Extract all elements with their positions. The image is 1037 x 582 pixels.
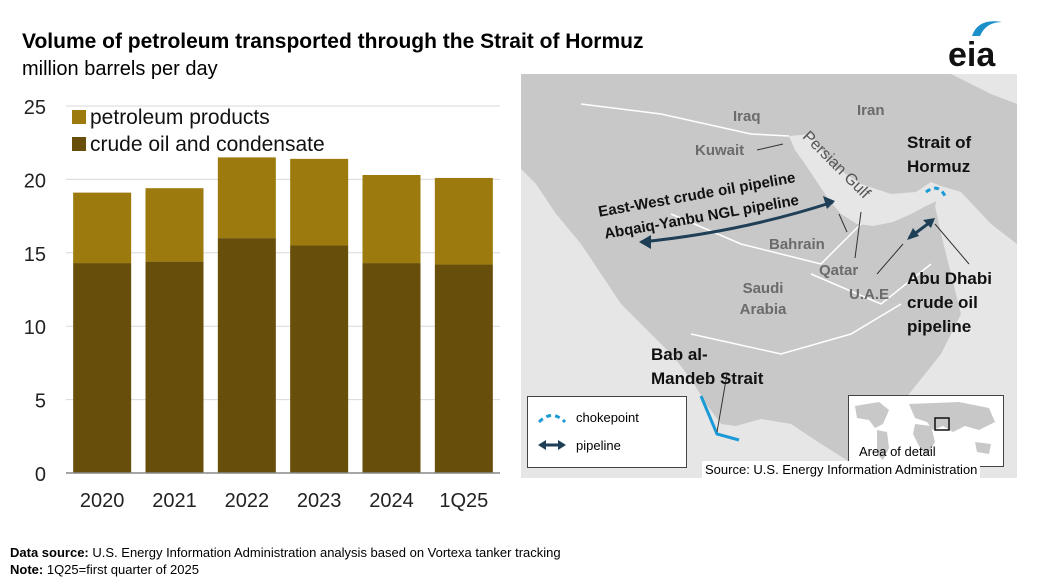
persian-gulf-water	[789, 134, 941, 226]
map-label-bahrain: Bahrain	[769, 236, 825, 253]
inset-label: Area of detail	[859, 444, 936, 459]
logo-text: eia	[948, 36, 996, 72]
bar-segment	[290, 158, 349, 246]
x-tick-label: 2024	[369, 490, 414, 512]
y-tick-label: 5	[35, 391, 46, 413]
hormuz-chokepoint-icon	[925, 186, 948, 199]
y-tick-label: 0	[35, 464, 46, 486]
footer-note: Note: 1Q25=first quarter of 2025	[10, 562, 199, 577]
x-tick-label: 2020	[80, 490, 125, 512]
map-label-iraq: Iraq	[733, 108, 761, 125]
bar-segment	[434, 264, 493, 473]
mandeb-label-line2: Mandeb Strait	[651, 369, 764, 388]
map-water-top	[951, 74, 1017, 104]
pipeline-arrow-east-icon	[823, 196, 835, 209]
strait-hormuz-label-line2: Hormuz	[907, 157, 971, 176]
x-tick-label: 2023	[297, 490, 342, 512]
bar-segment	[73, 192, 132, 264]
x-tick-label: 2021	[152, 490, 197, 512]
map-borders	[580, 103, 932, 355]
red-sea-water	[521, 169, 721, 434]
bar-segment	[362, 174, 421, 264]
chart-subtitle: million barrels per day	[22, 58, 218, 80]
bar-chart: 0 5 10 15 20 25 2020 2021 2022 2023 2024 1Q25 petrol…	[24, 97, 500, 512]
eia-logo: eia	[948, 21, 1002, 72]
east-west-pipeline-icon	[640, 200, 834, 244]
footer-data-source: Data source: U.S. Energy Information Adm…	[10, 545, 561, 560]
legend-swatch	[72, 137, 86, 151]
map-label-uae: U.A.E	[849, 286, 890, 303]
map-leader-lines	[716, 143, 970, 433]
bar-segment	[217, 157, 276, 239]
bar-segment	[290, 245, 349, 473]
map-legend: chokepoint pipeline	[527, 396, 687, 468]
bar-segment	[145, 188, 204, 262]
map-label-kuwait: Kuwait	[695, 142, 745, 159]
map-panel: Iraq Iran Kuwait Bahrain Qatar U.A.E Sau…	[521, 74, 1017, 478]
abu-dhabi-arrow2-icon	[923, 218, 935, 228]
legend-chokepoint-label: chokepoint	[576, 409, 639, 425]
inset-world-map: Area of detail	[848, 395, 1004, 467]
map-label-qatar: Qatar	[819, 262, 859, 279]
x-tick-label: 2022	[225, 490, 270, 512]
bar-segment	[73, 263, 132, 473]
x-tick-label: 1Q25	[439, 490, 488, 512]
mandeb-label-line1: Bab al-	[651, 345, 708, 364]
y-tick-label: 10	[24, 317, 46, 339]
footer-note-text: 1Q25=first quarter of 2025	[46, 562, 199, 577]
legend-row-chokepoint: chokepoint	[536, 409, 639, 425]
legend-label: crude oil and condensate	[90, 133, 325, 156]
abu-dhabi-label-line2: crude oil	[907, 293, 978, 312]
pipeline-legend-icon	[538, 440, 566, 450]
abu-dhabi-label-line1: Abu Dhabi	[907, 269, 992, 288]
bar-segment	[145, 261, 204, 473]
footer-data-source-label: Data source:	[10, 545, 89, 560]
footer-data-source-text: U.S. Energy Information Administration a…	[92, 545, 561, 560]
bar-segment	[362, 263, 421, 473]
map-source: Source: U.S. Energy Information Administ…	[702, 461, 981, 478]
bar-segment	[434, 177, 493, 265]
legend-label: petroleum products	[90, 106, 270, 129]
y-tick-label: 20	[24, 170, 46, 192]
y-tick-label: 25	[24, 97, 46, 119]
chart-title: Volume of petroleum transported through …	[22, 30, 644, 53]
y-tick-label: 15	[24, 244, 46, 266]
abu-dhabi-label-line3: pipeline	[907, 317, 972, 336]
legend-row-pipeline: pipeline	[536, 437, 621, 453]
strait-hormuz-label-line1: Strait of	[907, 133, 972, 152]
bar-segment	[217, 238, 276, 473]
pipeline-arrow-west-icon	[639, 235, 651, 249]
legend-pipeline-label: pipeline	[576, 437, 621, 453]
inset-world-graphic	[855, 402, 995, 460]
map-land-north	[521, 74, 1017, 478]
legend-swatch	[72, 110, 86, 124]
logo-swoosh-icon	[972, 21, 1002, 36]
chokepoint-legend-icon	[537, 414, 567, 424]
inset-detail-box	[934, 417, 950, 431]
map-label-saudi-arabia: Saudi Arabia	[739, 280, 787, 318]
footer-note-label: Note:	[10, 562, 44, 577]
map-label-iran: Iran	[857, 102, 885, 119]
abu-dhabi-arrow-icon	[907, 228, 919, 240]
mandeb-chokepoint-icon	[699, 395, 740, 442]
